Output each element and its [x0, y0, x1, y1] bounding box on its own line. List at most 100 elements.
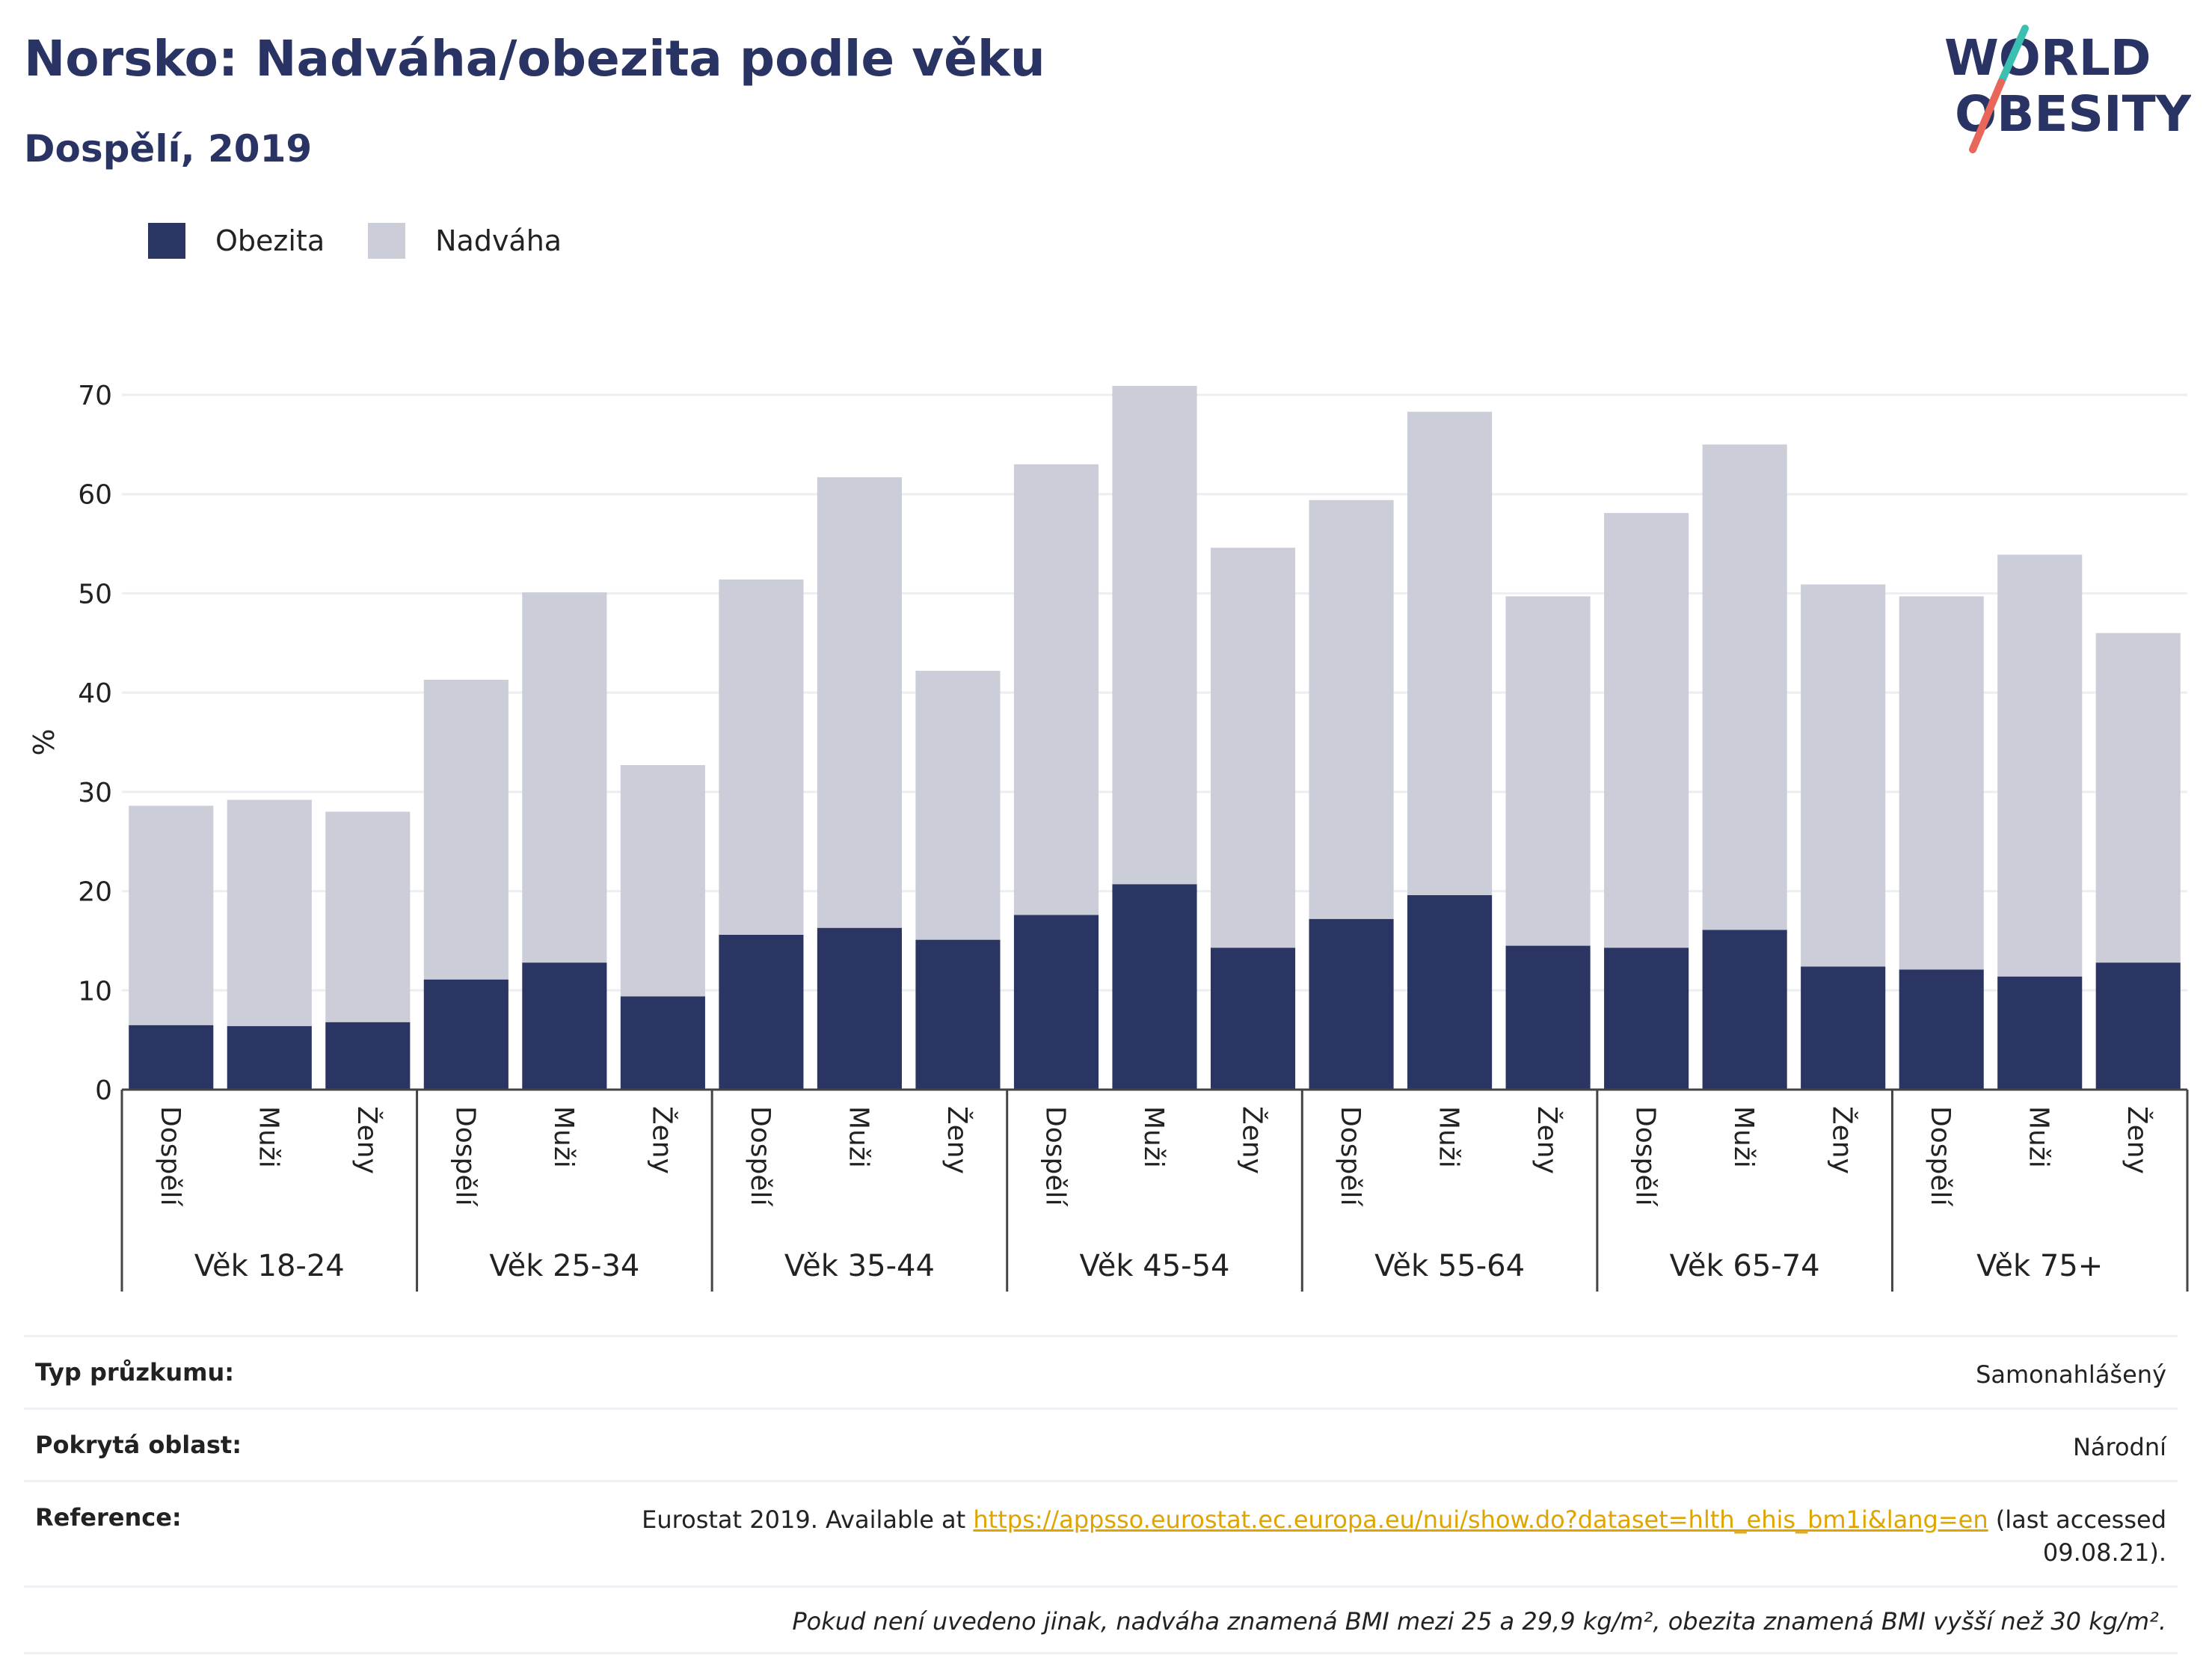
group-label-2: Věk 35-44	[784, 1249, 935, 1283]
bar-obezita-5	[620, 996, 705, 1090]
x-tick-label-15: Dospělí	[1630, 1106, 1661, 1207]
bar-obezita-2	[325, 1022, 411, 1090]
group-label-3: Věk 45-54	[1080, 1249, 1230, 1283]
x-tick-label-1: Muži	[253, 1106, 283, 1168]
bar-obezita-10	[1112, 884, 1197, 1090]
x-tick-label-13: Muži	[1434, 1106, 1464, 1168]
page-title: Norsko: Nadváha/obezita podle věku	[24, 30, 1045, 87]
logo-slash-red	[1969, 79, 2005, 153]
info-row-coverage: Pokrytá oblast: Národní	[24, 1407, 2178, 1480]
legend-swatch-obezita	[148, 223, 185, 259]
bar-obezita-19	[1997, 976, 2083, 1090]
world-obesity-logo: WORLD OBESITY	[1944, 25, 2191, 153]
y-tick-label-30: 30	[78, 778, 112, 808]
y-tick-label-20: 20	[78, 877, 112, 908]
bar-nadvaha-10	[1112, 386, 1197, 885]
bar-obezita-4	[522, 962, 607, 1090]
legend-label-nadvaha: Nadváha	[435, 224, 562, 257]
bar-obezita-18	[1899, 969, 1984, 1090]
logo-slash-teal	[1997, 25, 2029, 86]
bar-obezita-16	[1702, 930, 1787, 1090]
bar-obezita-14	[1505, 945, 1591, 1090]
x-tick-label-20: Ženy	[2122, 1106, 2153, 1174]
group-label-4: Věk 55-64	[1374, 1249, 1525, 1283]
bar-obezita-3	[423, 979, 509, 1090]
bar-nadvaha-5	[620, 765, 705, 997]
group-label-6: Věk 75+	[1976, 1249, 2103, 1283]
x-tick-label-17: Ženy	[1827, 1106, 1858, 1174]
bar-nadvaha-13	[1407, 411, 1493, 895]
bar-nadvaha-7	[817, 477, 902, 928]
bar-nadvaha-18	[1899, 596, 1984, 970]
reference-link[interactable]: https://appsso.eurostat.ec.europa.eu/nui…	[973, 1505, 1988, 1534]
definition-note: Pokud není uvedeno jinak, nadváha znamen…	[24, 1585, 2178, 1654]
y-tick-label-70: 70	[78, 381, 112, 411]
bar-obezita-1	[227, 1026, 312, 1090]
bar-obezita-17	[1801, 966, 1886, 1090]
x-tick-label-3: Dospělí	[449, 1106, 480, 1207]
coverage-value: Národní	[2072, 1433, 2166, 1461]
x-tick-label-2: Ženy	[351, 1106, 383, 1174]
bar-obezita-7	[817, 927, 902, 1090]
y-tick-label-0: 0	[95, 1075, 112, 1106]
bar-nadvaha-16	[1702, 444, 1787, 930]
bar-nadvaha-6	[719, 579, 804, 935]
stacked-bar-chart: 0 10 20 30 40 50 60 70% Dospělí Muži Ženy Dospělí Mu…	[28, 381, 2189, 1292]
x-tick-label-0: Dospělí	[155, 1106, 185, 1207]
page-subtitle: Dospělí, 2019	[24, 127, 313, 171]
x-tick-label-9: Dospělí	[1039, 1106, 1070, 1207]
bar-nadvaha-20	[2095, 633, 2181, 963]
legend-item-obezita: Obezita	[148, 223, 325, 259]
bar-obezita-13	[1407, 894, 1493, 1090]
legend-item-nadvaha: Nadváha	[368, 223, 562, 259]
info-table: Typ průzkumu: Samonahlášený Pokrytá obla…	[24, 1335, 2178, 1654]
coverage-label: Pokrytá oblast:	[35, 1431, 242, 1459]
x-tick-label-12: Dospělí	[1335, 1106, 1365, 1207]
x-tick-label-14: Ženy	[1531, 1106, 1563, 1174]
reference-prefix: Eurostat 2019. Available at	[642, 1505, 974, 1534]
x-tick-label-5: Ženy	[646, 1106, 678, 1174]
x-tick-label-8: Ženy	[941, 1106, 973, 1174]
bar-nadvaha-19	[1997, 554, 2083, 977]
bar-nadvaha-4	[522, 592, 607, 963]
info-row-survey-type: Typ průzkumu: Samonahlášený	[24, 1335, 2178, 1407]
bar-nadvaha-1	[227, 799, 312, 1027]
bar-obezita-0	[129, 1025, 214, 1090]
bar-nadvaha-11	[1210, 547, 1296, 948]
bar-nadvaha-15	[1604, 512, 1689, 948]
reference-label: Reference:	[35, 1503, 182, 1532]
bar-obezita-9	[1013, 915, 1099, 1090]
survey-type-value: Samonahlášený	[1976, 1360, 2166, 1389]
chart-legend: Obezita Nadváha	[148, 221, 605, 260]
x-tick-label-11: Ženy	[1237, 1106, 1268, 1174]
x-tick-label-6: Dospělí	[745, 1106, 775, 1207]
bar-nadvaha-2	[325, 811, 411, 1022]
x-tick-label-18: Dospělí	[1925, 1106, 1956, 1207]
bar-nadvaha-3	[423, 679, 509, 980]
x-tick-label-16: Muži	[1728, 1106, 1759, 1168]
survey-type-label: Typ průzkumu:	[35, 1358, 235, 1387]
y-tick-label-50: 50	[78, 579, 112, 610]
bar-nadvaha-9	[1013, 464, 1099, 915]
y-axis-label: %	[28, 728, 61, 755]
info-row-reference: Reference: Eurostat 2019. Available at h…	[24, 1480, 2178, 1585]
reference-value: Eurostat 2019. Available at https://apps…	[521, 1503, 2166, 1569]
bar-obezita-15	[1604, 948, 1689, 1090]
group-label-0: Věk 18-24	[194, 1249, 345, 1283]
x-tick-label-4: Muži	[548, 1106, 579, 1168]
y-tick-label-60: 60	[78, 480, 112, 511]
legend-swatch-nadvaha	[368, 223, 406, 259]
y-tick-label-10: 10	[78, 976, 112, 1007]
bar-nadvaha-17	[1801, 584, 1886, 967]
bar-nadvaha-8	[915, 670, 1001, 940]
x-tick-label-19: Muži	[2024, 1106, 2054, 1168]
legend-label-obezita: Obezita	[215, 224, 325, 257]
logo-line1: WORLD	[1944, 29, 2151, 87]
x-tick-label-7: Muži	[843, 1106, 873, 1168]
reference-suffix: (last accessed 09.08.21).	[1988, 1505, 2166, 1567]
group-label-1: Věk 25-34	[489, 1249, 639, 1283]
bar-obezita-6	[719, 934, 804, 1090]
group-label-5: Věk 65-74	[1670, 1249, 1820, 1283]
bar-nadvaha-14	[1505, 596, 1591, 946]
bar-nadvaha-0	[129, 805, 214, 1025]
